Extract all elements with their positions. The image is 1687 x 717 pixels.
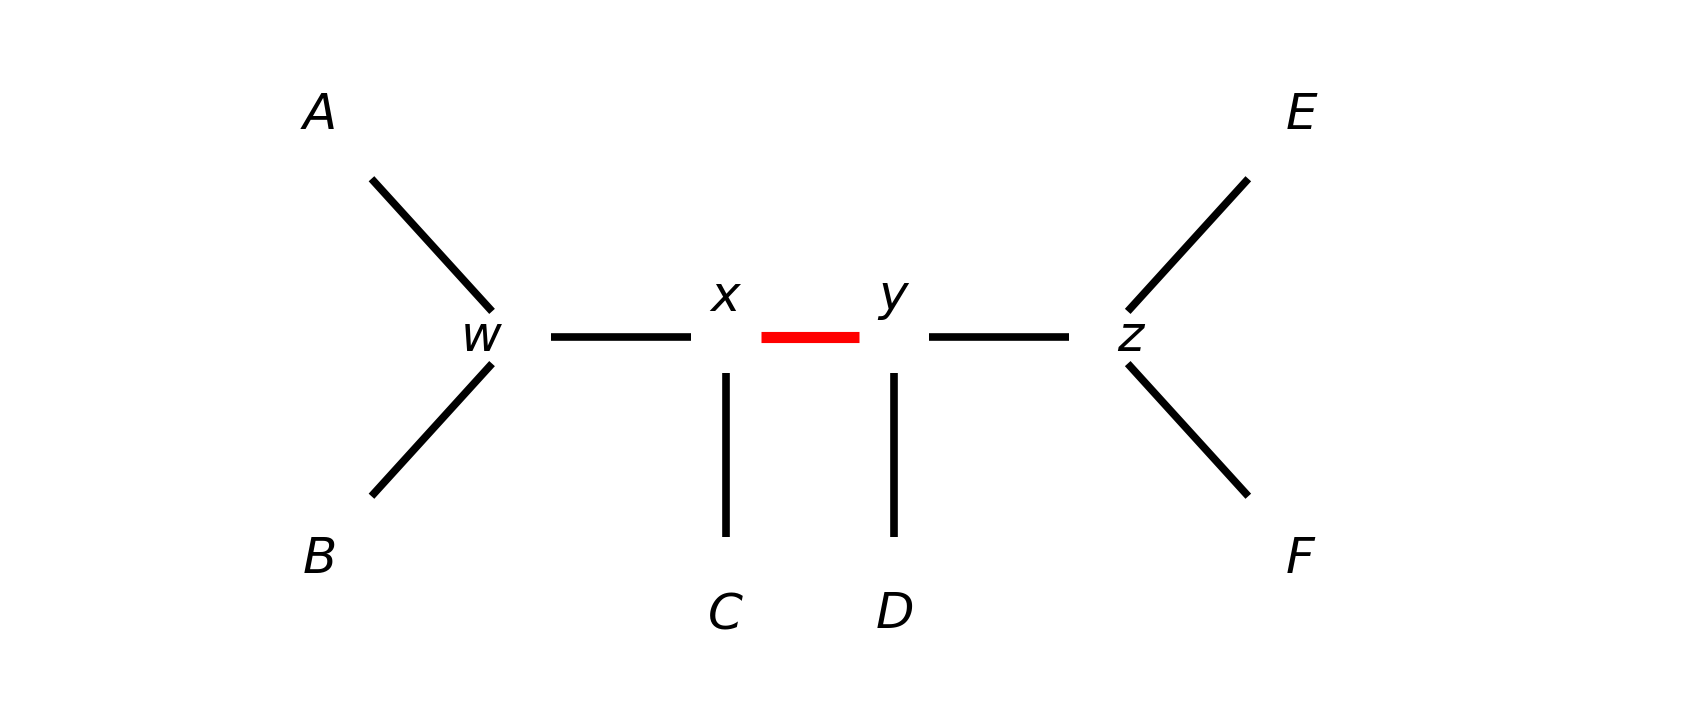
Text: $E$: $E$: [1284, 90, 1318, 140]
Text: $y$: $y$: [877, 273, 911, 323]
Text: $w$: $w$: [461, 313, 503, 362]
Text: $A$: $A$: [300, 90, 336, 140]
Text: $C$: $C$: [707, 589, 744, 639]
Text: $z$: $z$: [1117, 313, 1145, 362]
Text: $F$: $F$: [1284, 535, 1316, 584]
Text: $D$: $D$: [876, 589, 913, 639]
Text: $B$: $B$: [302, 535, 336, 584]
Text: $x$: $x$: [709, 273, 742, 323]
